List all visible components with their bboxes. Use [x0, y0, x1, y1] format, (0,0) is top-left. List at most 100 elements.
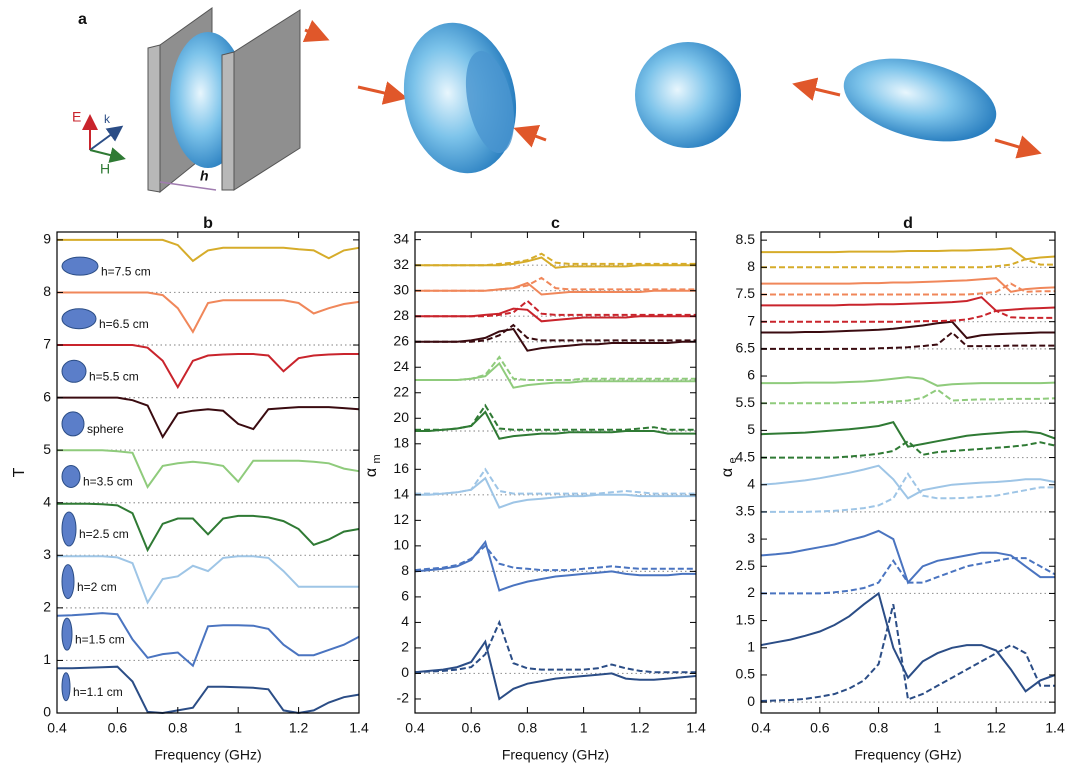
series-line: [415, 363, 696, 387]
y-axis-label: α: [719, 468, 736, 477]
series-line: [761, 531, 1055, 583]
x-tick-label: 0.4: [405, 720, 425, 736]
y-tick-label: 6.5: [736, 340, 756, 356]
y-tick-label: 4: [401, 613, 409, 629]
series-line: [415, 622, 696, 672]
y-tick-label: 2.5: [736, 557, 756, 573]
panel-label: a: [78, 11, 87, 28]
y-axis-label: T: [11, 467, 28, 477]
y-axis-label-group: αm: [363, 454, 383, 477]
series-line: [761, 604, 1055, 701]
x-tick-label: 1: [234, 720, 242, 736]
x-tick-label: 1: [580, 720, 588, 736]
series-line: [761, 441, 1055, 457]
panel-title: b: [203, 215, 213, 232]
axis-label: E: [72, 109, 81, 125]
series-line: [415, 542, 696, 591]
y-tick-label: 2: [43, 599, 51, 615]
series-line: [415, 325, 696, 342]
x-tick-label: 0.6: [108, 720, 128, 736]
y-tick-label: 7: [747, 312, 755, 328]
y-tick-label: 3: [43, 546, 51, 562]
series-label: h=5.5 cm: [89, 369, 139, 383]
y-tick-label: 0: [747, 693, 755, 709]
series-line: [761, 278, 1055, 292]
y-tick-label: 5.5: [736, 394, 756, 410]
y-tick-label: 12: [393, 511, 409, 527]
x-tick-label: 1.2: [630, 720, 650, 736]
y-tick-label: 34: [393, 230, 409, 246]
arrow: [519, 130, 546, 140]
axis-arrow: [90, 150, 122, 158]
series-label: sphere: [87, 422, 124, 436]
x-axis-label: Frequency (GHz): [154, 747, 261, 763]
y-tick-label: 0.5: [736, 666, 756, 682]
y-tick-label: -2: [397, 690, 410, 706]
shape-icon: [62, 257, 98, 275]
y-tick-label: 20: [393, 409, 409, 425]
plot-frame: [415, 232, 696, 713]
plate: [234, 10, 300, 190]
y-tick-label: 3: [747, 530, 755, 546]
shape-icon: [62, 618, 72, 650]
series-line: [761, 466, 1055, 499]
y-axis-label-group: αe: [719, 457, 739, 477]
y-tick-label: 4: [43, 493, 51, 509]
x-tick-label: 1.2: [289, 720, 309, 736]
y-axis-label-subscript: e: [727, 457, 739, 463]
series-label: h=3.5 cm: [83, 475, 133, 489]
y-tick-label: 32: [393, 256, 409, 272]
series-line: [761, 593, 1055, 691]
shape-icon: [62, 412, 84, 436]
y-tick-label: 4: [747, 475, 755, 491]
y-tick-label: 8: [43, 283, 51, 299]
plate-edge: [148, 45, 160, 192]
y-tick-label: 14: [393, 486, 409, 502]
series-line: [415, 278, 696, 291]
y-tick-label: 30: [393, 281, 409, 297]
series-line: [761, 333, 1055, 349]
ellipsoid: [835, 44, 1005, 155]
y-tick-label: 28: [393, 307, 409, 323]
series-line: [415, 412, 696, 439]
series-line: [415, 406, 696, 430]
shape-icon: [62, 673, 70, 701]
y-tick-label: 5: [43, 441, 51, 457]
series-line: [415, 357, 696, 380]
x-axis-label: Frequency (GHz): [854, 747, 961, 763]
series-line: [761, 311, 1055, 322]
y-tick-label: 6: [401, 588, 409, 604]
x-tick-label: 1.2: [986, 720, 1006, 736]
y-tick-label: 1.5: [736, 611, 756, 627]
series-label: h=7.5 cm: [101, 264, 151, 278]
x-tick-label: 0.4: [47, 720, 67, 736]
y-tick-label: 6: [43, 388, 51, 404]
y-tick-label: 18: [393, 434, 409, 450]
sphere: [635, 42, 741, 148]
x-tick-label: 1.4: [349, 720, 369, 736]
gap-label: h: [200, 168, 209, 184]
y-tick-label: 24: [393, 358, 409, 374]
series-line: [761, 248, 1055, 259]
y-tick-label: 22: [393, 383, 409, 399]
series-line: [761, 322, 1055, 338]
x-tick-label: 0.8: [518, 720, 538, 736]
y-tick-label: 9: [43, 231, 51, 247]
x-tick-label: 0.4: [751, 720, 771, 736]
y-tick-label: 8: [747, 258, 755, 274]
x-axis-label: Frequency (GHz): [502, 747, 609, 763]
y-tick-label: 10: [393, 537, 409, 553]
x-tick-label: 0.6: [810, 720, 830, 736]
series-line: [761, 422, 1055, 447]
shape-icon: [62, 512, 76, 546]
x-tick-label: 0.8: [168, 720, 188, 736]
y-axis-label: α: [363, 468, 380, 477]
x-tick-label: 1.4: [686, 720, 706, 736]
series-label: h=1.1 cm: [73, 685, 123, 699]
shape-icon: [62, 565, 74, 599]
y-tick-label: 2: [401, 639, 409, 655]
panel-title: c: [551, 215, 560, 232]
y-tick-label: 2: [747, 584, 755, 600]
y-tick-label: 1: [43, 651, 51, 667]
y-tick-label: 26: [393, 332, 409, 348]
